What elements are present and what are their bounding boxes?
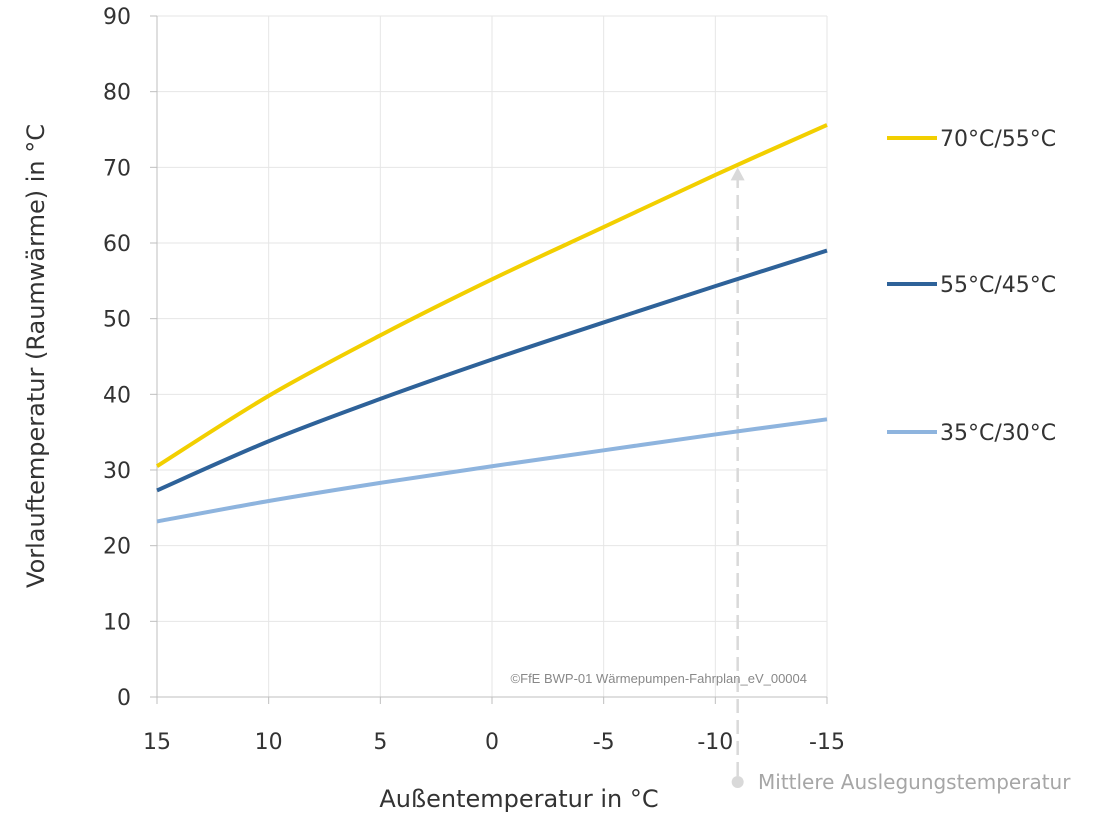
copyright-watermark: ©FfE BWP-01 Wärmepumpen-Fahrplan_eV_0000… — [511, 671, 807, 686]
series-line-2 — [156, 417, 828, 524]
y-tick-label: 40 — [103, 383, 131, 408]
y-axis-title: Vorlauftemperatur (Raumwärme) in °C — [22, 124, 50, 588]
y-tick-label: 60 — [103, 232, 131, 257]
x-tick-label: -5 — [593, 730, 615, 755]
y-tick-label: 70 — [103, 156, 131, 181]
legend: 70°C/55°C 55°C/45°C 35°C/30°C — [887, 127, 1056, 446]
axes — [150, 15, 828, 704]
series-line-0 — [155, 123, 828, 468]
x-axis-title: Außentemperatur in °C — [379, 785, 658, 813]
y-tick-label: 90 — [103, 5, 131, 30]
legend-label-1: 55°C/45°C — [940, 273, 1056, 298]
annotation-label: Mittlere Auslegungstemperatur — [758, 770, 1071, 794]
x-tick-label: 0 — [485, 730, 499, 755]
y-tick-label: 50 — [103, 308, 131, 333]
series-line-1 — [156, 248, 828, 493]
x-tick-label: -15 — [809, 730, 845, 755]
series-lines — [155, 123, 828, 524]
annotation-arrowhead — [730, 167, 745, 181]
x-tick-label: 15 — [143, 730, 171, 755]
x-tick-label: 5 — [373, 730, 387, 755]
y-tick-label: 0 — [117, 686, 131, 711]
legend-label-2: 35°C/30°C — [940, 421, 1056, 446]
annotation-dot — [731, 776, 744, 788]
gridlines — [157, 15, 828, 697]
legend-label-0: 70°C/55°C — [940, 127, 1056, 152]
y-tick-label: 30 — [103, 459, 131, 484]
y-tick-label: 20 — [103, 535, 131, 560]
x-tick-label: -10 — [697, 730, 733, 755]
annotation: Mittlere Auslegungstemperatur — [730, 167, 1071, 794]
y-tick-label: 80 — [103, 81, 131, 106]
x-tick-label: 10 — [255, 730, 283, 755]
y-tick-label: 10 — [103, 610, 131, 635]
